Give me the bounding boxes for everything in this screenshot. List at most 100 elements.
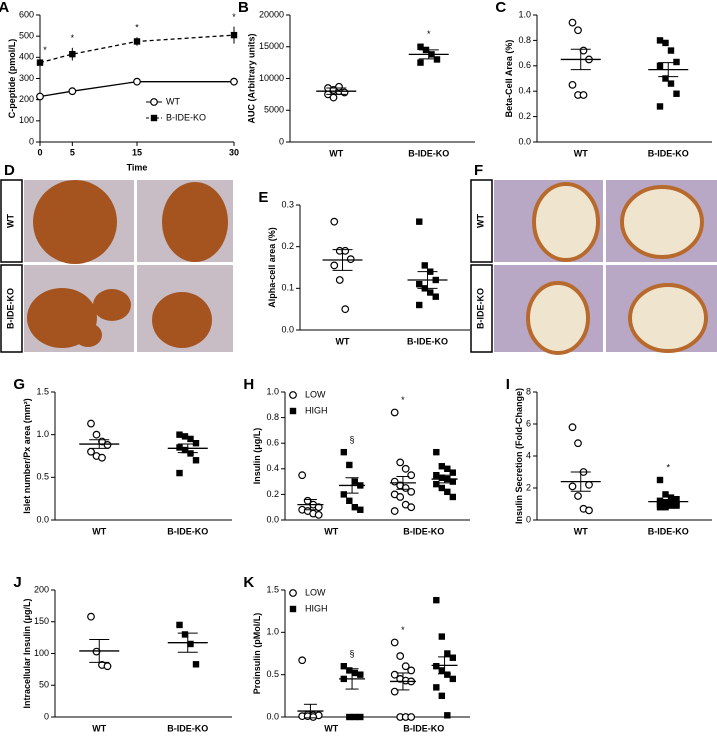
point <box>133 38 141 45</box>
point <box>667 494 675 501</box>
y-tick-label: 1.0 <box>518 9 531 19</box>
point <box>390 638 399 647</box>
series-line <box>39 81 234 98</box>
point <box>346 667 353 674</box>
point <box>662 491 669 498</box>
panel-label: E <box>258 189 268 206</box>
point <box>230 77 238 86</box>
point <box>192 457 200 464</box>
point <box>432 293 439 300</box>
y-tick-label: 20000 <box>259 9 284 19</box>
x-axis-title: Time <box>127 162 148 172</box>
point <box>416 218 423 225</box>
x-tick-label: WT <box>336 336 350 346</box>
y-tick-label: 0.3 <box>281 199 294 209</box>
panel-label: D <box>4 162 15 179</box>
point <box>417 43 424 50</box>
y-tick-label: 0 <box>29 136 34 146</box>
point <box>667 502 675 509</box>
legend-marker <box>150 98 158 106</box>
annotation: * <box>666 462 670 472</box>
point <box>407 666 416 675</box>
point <box>449 478 457 485</box>
point <box>187 450 194 457</box>
point <box>568 482 577 491</box>
y-tick-label: 1.0 <box>36 429 49 439</box>
point <box>417 59 424 66</box>
point <box>407 471 416 480</box>
point <box>176 444 183 451</box>
x-tick-label: WT <box>574 526 588 536</box>
point <box>416 280 423 288</box>
point <box>574 439 582 448</box>
panel-label: K <box>243 574 254 591</box>
point <box>314 510 323 519</box>
y-tick-label: 8 <box>526 386 531 396</box>
y-tick-label: 600 <box>19 9 34 19</box>
y-axis-title: Alpha-cell area (%) <box>267 227 277 308</box>
legend-label: HIGH <box>305 603 328 613</box>
point <box>568 18 577 27</box>
point <box>656 504 664 511</box>
point <box>444 488 451 496</box>
y-tick-label: 150 <box>34 616 49 626</box>
point <box>433 663 440 670</box>
point <box>346 497 353 504</box>
row-label: B-IDE-KO <box>5 288 15 329</box>
point <box>421 262 428 269</box>
x-tick-label: B-IDE-KO <box>403 526 444 536</box>
islet <box>33 180 117 264</box>
point <box>568 80 577 89</box>
point <box>346 713 353 721</box>
point <box>346 255 355 264</box>
y-tick-label: 0.1 <box>281 283 294 293</box>
legend-label: LOW <box>305 587 326 597</box>
legend-marker <box>289 589 297 597</box>
point <box>416 301 423 309</box>
x-tick-label: B-IDE-KO <box>167 526 208 536</box>
point <box>133 77 141 86</box>
islet <box>628 283 708 353</box>
y-tick-label: 6 <box>526 418 531 428</box>
point <box>87 419 95 428</box>
islet <box>526 281 590 355</box>
x-tick-label: WT <box>324 526 338 536</box>
point <box>390 670 399 679</box>
y-tick-label: 0.8 <box>266 412 279 422</box>
y-axis-title: Insulin Secretion (Fold-Change) <box>514 388 524 524</box>
y-tick-label: 200 <box>34 584 49 594</box>
y-axis-title: Proinsulin (pMol/L) <box>252 613 262 695</box>
row-label: B-IDE-KO <box>475 288 485 329</box>
point <box>407 713 416 721</box>
point <box>396 652 405 660</box>
y-tick-label: 0.0 <box>266 711 279 721</box>
point <box>396 458 405 467</box>
point <box>103 441 112 449</box>
x-tick-label: 5 <box>70 147 75 157</box>
point <box>357 671 364 678</box>
point <box>351 478 359 485</box>
point <box>69 50 76 58</box>
y-tick-label: 5000 <box>264 105 284 115</box>
y-tick-label: 1.5 <box>36 386 49 396</box>
point <box>351 713 359 721</box>
x-tick-label: WT <box>92 526 106 536</box>
point <box>176 469 183 477</box>
y-tick-label: 0.8 <box>518 35 531 45</box>
point <box>230 31 238 39</box>
panel-label: B <box>238 0 249 16</box>
point <box>390 408 399 417</box>
point <box>181 446 189 454</box>
y-tick-label: 50 <box>39 680 49 690</box>
point <box>341 305 350 314</box>
x-tick-label: 0 <box>37 147 42 157</box>
y-tick-label: 0.4 <box>266 463 279 473</box>
point <box>103 662 112 671</box>
y-axis-title: Intracellular Insulin (μg/L) <box>22 598 32 708</box>
y-tick-label: 1.0 <box>266 386 279 396</box>
point <box>656 62 664 69</box>
y-tick-label: 100 <box>19 115 34 125</box>
point <box>449 654 457 661</box>
annotation: * <box>401 395 405 405</box>
x-tick-label: WT <box>329 148 343 158</box>
